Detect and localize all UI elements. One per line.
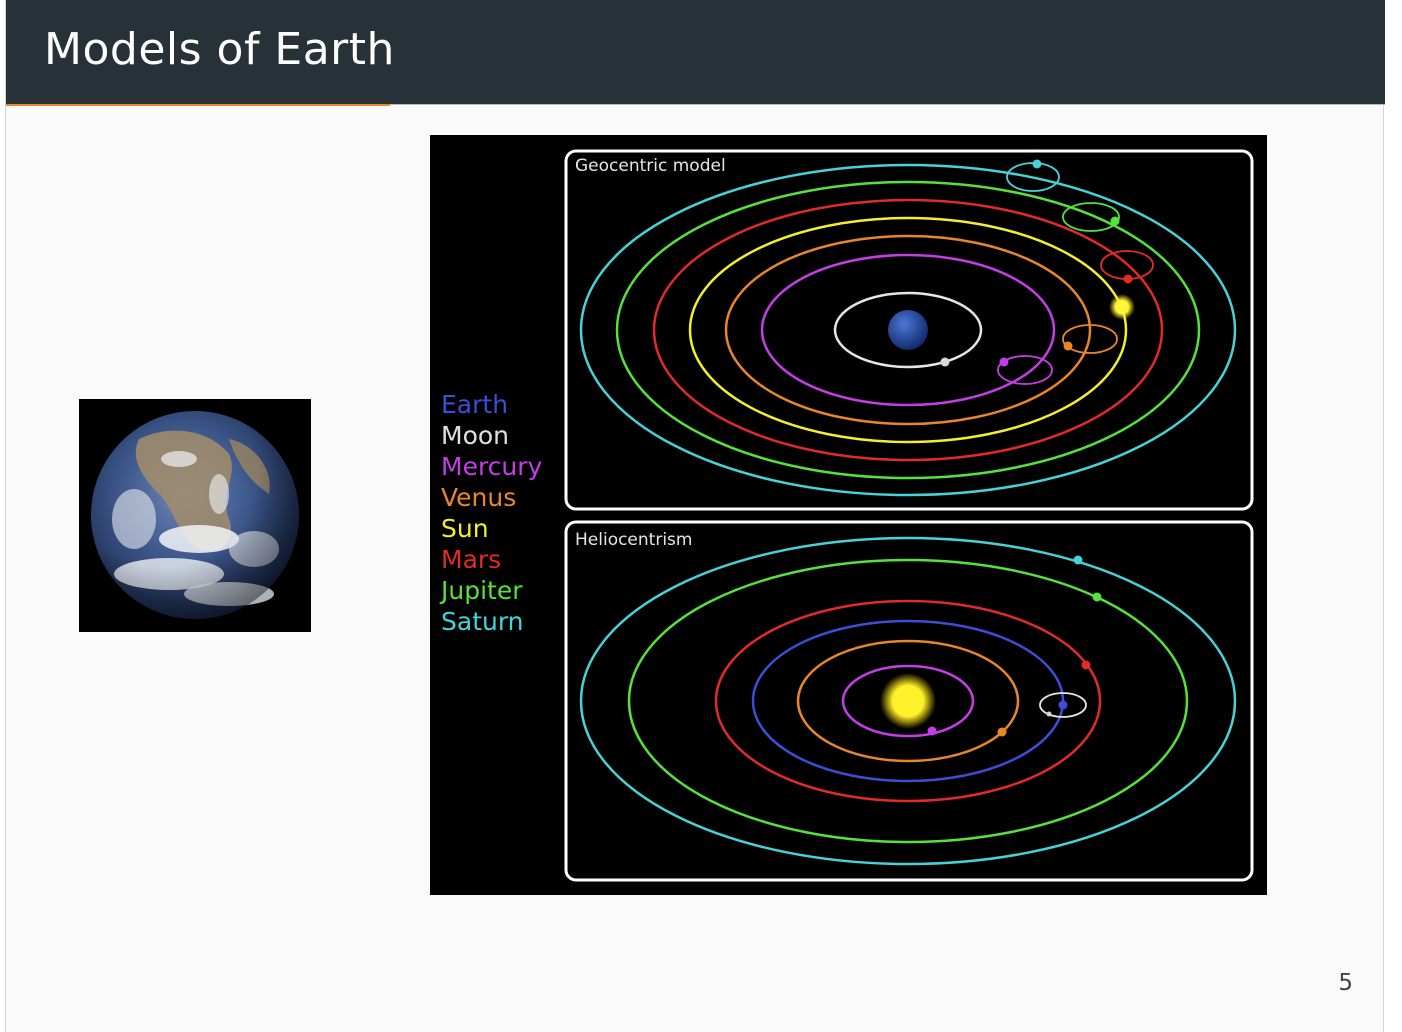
page-title: Models of Earth [44,24,395,75]
legend-moon: Moon [441,421,510,450]
helio-sun [880,673,936,729]
geo-saturn [1032,159,1042,169]
legend-jupiter: Jupiter [441,576,523,605]
orbit-diagrams: Geocentric model [564,149,1254,882]
heliocentric-frame [564,520,1254,882]
moon-orbit [833,291,983,369]
helio-jupiter [1092,592,1102,602]
mercury-orbit [760,253,1056,407]
helio-venus [997,727,1007,737]
legend-mars: Mars [441,545,502,574]
helio-venus-orbit [796,639,1020,763]
geo-jupiter [1110,216,1120,226]
title-bar: Models of Earth [6,0,1385,104]
slide: Models of Earth [5,0,1385,1032]
venus-epicycle [1062,324,1118,354]
jupiter-orbit [615,180,1201,480]
legend-earth: Earth [441,390,509,419]
helio-mars [1081,660,1091,670]
title-accent-line [6,104,390,106]
helio-moon [1046,711,1052,717]
earth-globe-image [91,411,299,619]
venus-orbit [724,234,1092,426]
helio-saturn-orbit [579,536,1237,866]
geo-moon [940,357,950,367]
legend-sun: Sun [441,514,489,543]
geocentric-frame [564,149,1254,511]
helio-jupiter-orbit [627,558,1189,844]
planet-legend: Earth Moon Mercury Venus Sun Mars Jupite… [441,389,542,637]
geo-mars [1123,274,1133,284]
helio-moon-orbit [1039,692,1087,718]
geocentric-label: Geocentric model [575,156,726,176]
mars-orbit [652,198,1164,462]
legend-mercury: Mercury [441,452,543,481]
planetary-models-diagram: Earth Moon Mercury Venus Sun Mars Jupite… [430,135,1267,895]
mercury-epicycle [997,355,1053,385]
saturn-orbit [579,163,1237,497]
page-number: 5 [1338,970,1353,996]
legend-venus: Venus [441,483,517,512]
helio-earth [1058,700,1068,710]
legend-saturn: Saturn [441,607,524,636]
heliocentric-label: Heliocentrism [575,530,692,550]
helio-saturn [1073,555,1083,565]
earth-photo [79,399,311,632]
geo-venus [1063,341,1073,351]
geocentric-panel: Geocentric model [564,149,1254,511]
sun-orbit [688,216,1128,444]
title-divider [390,104,1385,105]
jupiter-epicycle [1062,202,1120,232]
helio-mars-orbit [714,599,1102,803]
helio-mercury-orbit [841,664,975,738]
geo-sun [1109,294,1135,320]
geo-mercury [999,357,1009,367]
heliocentric-panel: Heliocentrism [564,520,1254,882]
helio-mercury [927,726,937,736]
geo-earth [888,310,928,350]
